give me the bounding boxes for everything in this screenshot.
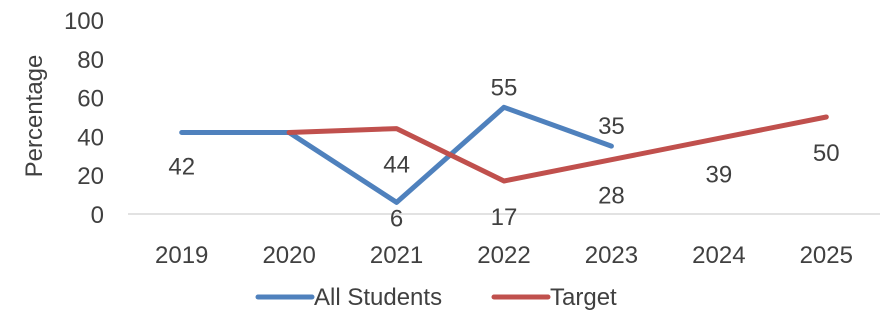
legend-label-target: Target [550,284,617,311]
y-tick-label: 20 [77,163,104,190]
x-tick-label: 2023 [585,242,638,269]
data-label: 28 [598,183,625,210]
x-tick-label: 2021 [370,242,423,269]
x-tick-label: 2022 [477,242,530,269]
y-tick-label: 100 [64,8,104,35]
data-label: 50 [813,140,840,167]
data-label: 39 [706,161,733,188]
x-axis: 2019 2020 2021 2022 2023 2024 2025 [128,213,880,269]
data-labels: 42 6 55 35 44 17 28 39 50 [168,74,839,232]
data-label: 6 [390,205,403,232]
x-tick-label: 2024 [692,242,745,269]
series-line-all-students [179,104,614,205]
data-label: 55 [491,74,518,101]
x-tick-label: 2020 [262,242,315,269]
data-label: 44 [383,152,410,179]
x-tick-label: 2025 [800,242,853,269]
series-lines [179,104,829,205]
y-axis-title: Percentage [21,55,48,178]
y-tick-label: 0 [91,202,104,229]
legend: All Students Target [255,284,617,311]
y-tick-label: 80 [77,47,104,74]
data-label: 35 [598,113,625,140]
data-label: 17 [491,204,518,231]
data-label: 42 [168,154,195,181]
y-tick-label: 60 [77,86,104,113]
legend-label-all-students: All Students [314,284,442,311]
y-axis-ticks: 0 20 40 60 80 100 [64,8,104,229]
series-line-target [286,114,829,184]
x-tick-label: 2019 [155,242,208,269]
y-tick-label: 40 [77,124,104,151]
